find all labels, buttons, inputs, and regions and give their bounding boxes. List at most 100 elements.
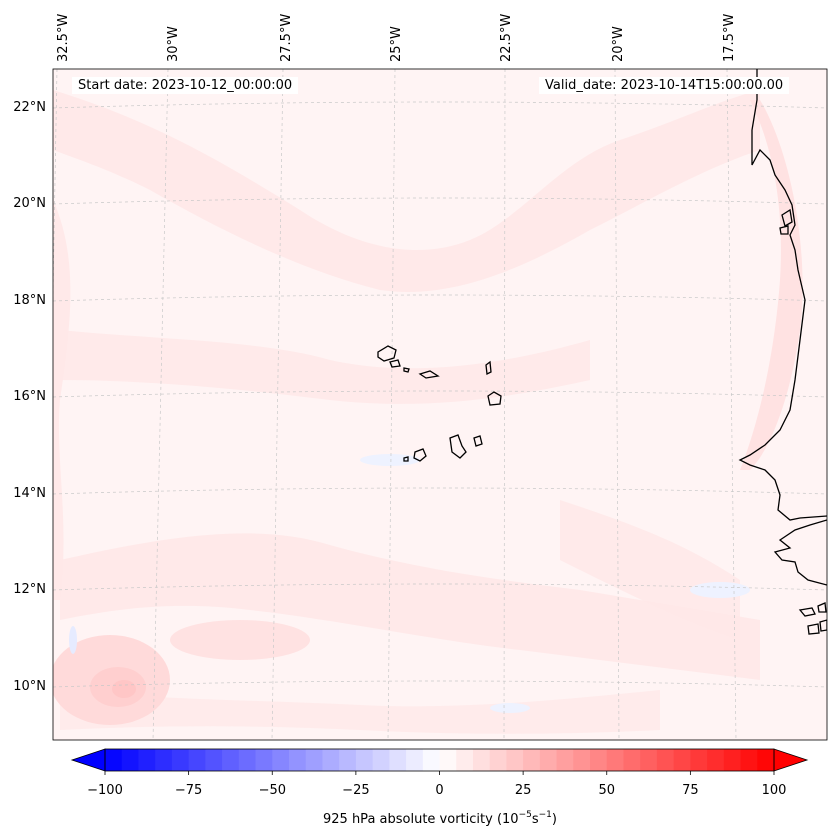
colorbar-segments <box>105 749 775 771</box>
positive-vorticity-band-west <box>53 200 71 600</box>
lon-label-1: 30°W <box>166 26 181 62</box>
positive-vorticity-coastal-strip <box>740 100 803 470</box>
cb-tick-label-4: 0 <box>435 783 443 798</box>
colorbar-segment <box>506 749 524 771</box>
cape-verde-santo-antao <box>377 345 397 362</box>
africa-coastline <box>738 69 827 521</box>
lon-label-2: 27.5°W <box>279 14 294 62</box>
colorbar-segment <box>640 749 658 771</box>
colorbar-segment <box>138 749 156 771</box>
colorbar-low-extend-arrow <box>70 748 106 772</box>
colorbar-segment <box>439 749 457 771</box>
colorbar: −100 −75 −50 −25 0 25 50 75 100 925 hPa … <box>70 748 809 827</box>
meridian-17-5w <box>726 69 737 740</box>
colorbar-label-exp1: −5 <box>519 810 532 820</box>
lat-label-1: 20°N <box>13 196 46 211</box>
cb-tick-label-6: 50 <box>599 783 616 798</box>
cb-tick-label-1: −75 <box>175 783 202 798</box>
lat-label-6: 10°N <box>13 679 46 694</box>
colorbar-segment <box>105 749 123 771</box>
meridian-30w <box>152 69 169 740</box>
coastal-island-1 <box>781 208 793 227</box>
positive-vorticity-band-south <box>60 533 760 680</box>
colorbar-segment <box>188 749 206 771</box>
colorbar-segment <box>707 749 725 771</box>
lat-label-4: 14°N <box>13 486 46 501</box>
colorbar-segment <box>539 749 558 771</box>
positive-vorticity-patch-mid <box>170 620 310 660</box>
parallel-10n <box>53 680 827 688</box>
colorbar-segment <box>740 749 758 771</box>
cape-verde-sao-vicente <box>389 359 401 368</box>
lon-label-3: 25°W <box>389 26 404 62</box>
colorbar-segment <box>757 749 775 771</box>
cb-tick-label-5: 25 <box>515 783 532 798</box>
colorbar-tick-labels: −100 −75 −50 −25 0 25 50 75 100 <box>87 783 786 798</box>
colorbar-segment <box>355 749 374 771</box>
lon-label-0: 32.5°W <box>56 14 71 62</box>
start-date-label: Start date: 2023-10-12_00:00:00 <box>72 77 299 94</box>
cb-tick-label-0: −100 <box>87 783 123 798</box>
lon-label-6: 17.5°W <box>722 14 737 62</box>
graticule <box>53 69 827 740</box>
colorbar-segment <box>723 749 742 771</box>
colorbar-segment <box>489 749 507 771</box>
map-panel <box>53 69 827 740</box>
cb-tick-label-7: 75 <box>682 783 699 798</box>
colorbar-segment <box>121 749 139 771</box>
guinea-bissau-coast <box>773 519 827 586</box>
colorbar-segment <box>288 749 307 771</box>
colorbar-segment <box>322 749 340 771</box>
cape-verde-fogo <box>413 448 427 462</box>
colorbar-segment <box>472 749 491 771</box>
colorbar-label-prefix: 925 hPa absolute vorticity (10 <box>323 812 519 827</box>
map-frame <box>52 68 828 741</box>
lon-label-4: 22.5°W <box>499 14 514 62</box>
vorticity-field <box>53 90 803 734</box>
meridian-22-5w <box>503 69 506 740</box>
colorbar-segment <box>590 749 608 771</box>
coastal-island-2 <box>779 225 789 235</box>
colorbar-label-suffix: ) <box>552 812 557 827</box>
cape-verde-santa-luzia <box>403 367 410 373</box>
colorbar-segment <box>606 749 624 771</box>
colorbar-segment <box>389 749 407 771</box>
positive-vorticity-band-central <box>60 330 590 404</box>
cb-tick-label-2: −50 <box>259 783 286 798</box>
cape-verde-maio <box>473 435 483 447</box>
colorbar-segment <box>523 749 541 771</box>
coastlines <box>377 69 827 635</box>
lat-label-2: 18°N <box>13 293 46 308</box>
colorbar-segment <box>623 749 641 771</box>
meridian-27-5w <box>271 69 284 740</box>
parallel-16n <box>53 390 827 398</box>
colorbar-segment <box>406 749 424 771</box>
positive-vorticity-eastern-swath <box>560 500 740 640</box>
cape-verde-brava <box>403 456 409 462</box>
meridian-20w <box>614 69 620 740</box>
lat-label-3: 16°N <box>13 389 46 404</box>
colorbar-segment <box>205 749 223 771</box>
colorbar-high-extend-arrow <box>773 748 809 772</box>
parallel-12n <box>53 583 827 591</box>
colorbar-segment <box>238 749 257 771</box>
colorbar-segment <box>673 749 691 771</box>
cape-verde-sao-nicolau <box>418 370 440 379</box>
colorbar-segment <box>305 749 323 771</box>
colorbar-ticks <box>104 771 775 775</box>
colorbar-label-exp2: −1 <box>539 810 552 820</box>
parallel-20n <box>53 197 827 205</box>
meridian-25w <box>387 69 396 740</box>
colorbar-segment <box>339 749 357 771</box>
colorbar-segment <box>171 749 190 771</box>
cb-tick-label-3: −25 <box>342 783 369 798</box>
positive-vorticity-band-north <box>53 90 760 292</box>
colorbar-segment <box>155 749 173 771</box>
positive-vorticity-band-far-south <box>60 690 660 734</box>
cape-verde-boa-vista <box>487 391 502 406</box>
negative-vorticity-patch-1 <box>360 454 420 466</box>
bijagos-islands <box>798 602 827 635</box>
colorbar-segment <box>690 749 708 771</box>
colorbar-label: 925 hPa absolute vorticity (10−5s−1) <box>323 810 557 827</box>
